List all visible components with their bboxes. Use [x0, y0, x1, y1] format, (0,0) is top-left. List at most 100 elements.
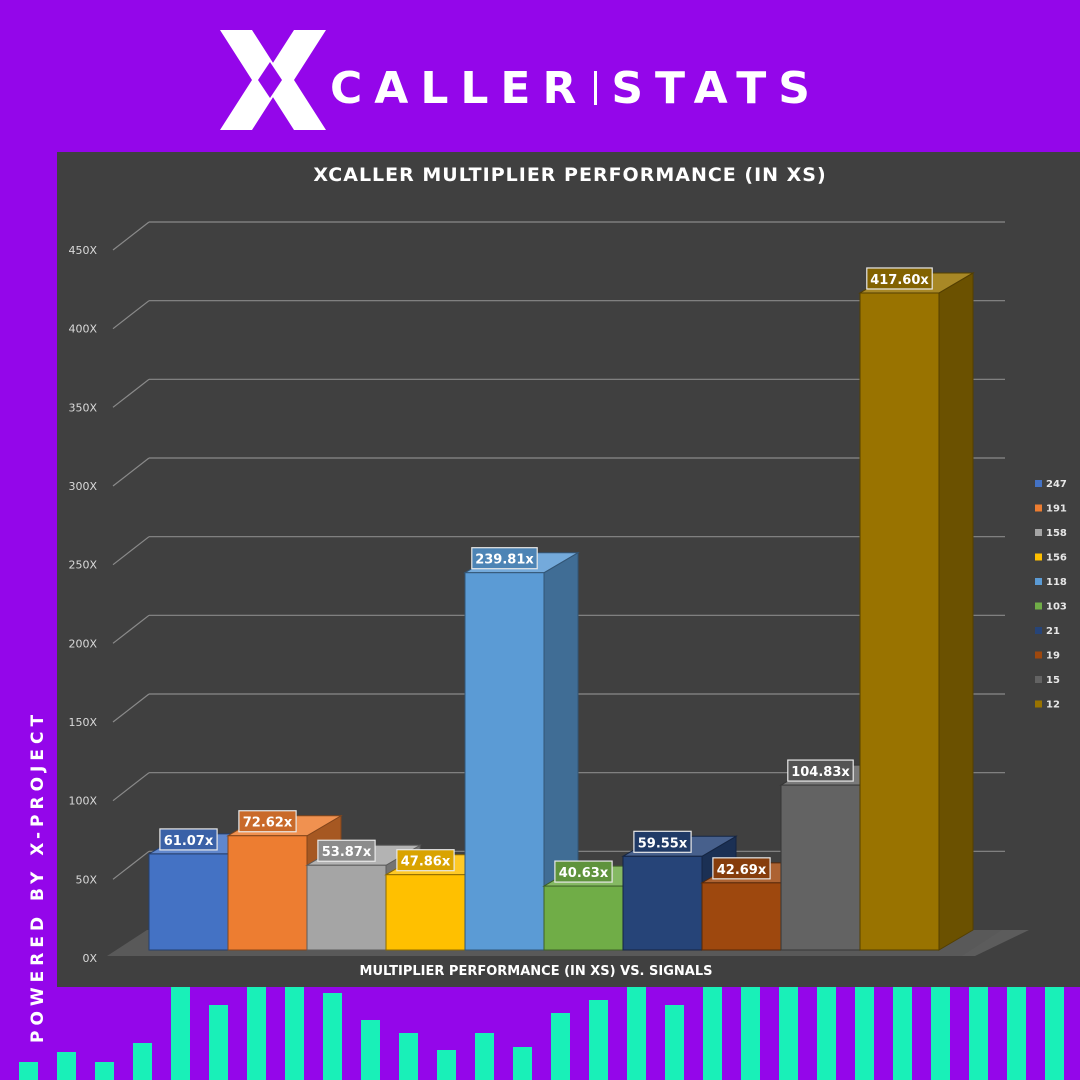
bar-118	[464, 572, 545, 951]
data-label-box-19	[712, 857, 771, 880]
decor-bar	[589, 1000, 608, 1080]
legend-label-156: 156	[1046, 553, 1067, 564]
legend-label-158: 158	[1046, 528, 1067, 539]
decor-bar	[969, 987, 988, 1080]
legend-swatch-21	[1035, 627, 1042, 634]
data-label-15: 104.83x	[791, 765, 850, 780]
bar-12	[859, 292, 940, 951]
data-label-box-15	[787, 759, 854, 782]
decor-bar	[399, 1033, 418, 1080]
legend-label-19: 19	[1046, 651, 1060, 662]
decor-bar	[665, 1005, 684, 1080]
x-logo-icon	[220, 30, 326, 130]
decor-bar	[57, 1052, 76, 1080]
data-label-box-158	[317, 839, 376, 862]
brand-name-left: CALLER	[330, 62, 589, 114]
bar-191	[227, 835, 308, 951]
y-tick-label: 0X	[82, 952, 97, 965]
decor-bar	[323, 993, 342, 1080]
bar-19	[701, 882, 782, 951]
y-tick-label: 450X	[68, 244, 97, 257]
gridline-diagonal	[112, 772, 150, 802]
bar-158	[306, 864, 387, 951]
brand-divider	[594, 71, 598, 105]
decor-bar	[931, 987, 950, 1080]
data-label-156: 47.86x	[401, 855, 451, 870]
legend-swatch-156	[1035, 553, 1042, 561]
decor-bar	[627, 987, 646, 1080]
data-label-19: 42.69x	[717, 863, 767, 878]
y-tick-label: 50X	[75, 873, 97, 886]
data-label-box-12	[866, 267, 933, 290]
y-tick-label: 200X	[68, 637, 97, 650]
decor-bar	[741, 987, 760, 1080]
y-tick-label: 150X	[68, 716, 97, 729]
legend-swatch-12	[1035, 700, 1042, 708]
gridline-diagonal	[112, 850, 150, 880]
decor-bar	[133, 1043, 152, 1080]
data-label-118: 239.81x	[475, 553, 534, 568]
decor-bar	[855, 987, 874, 1080]
bar-156	[385, 874, 466, 951]
bar-side-12	[938, 272, 974, 951]
chart-panel: XCALLER MULTIPLIER PERFORMANCE (IN XS) 0X…	[57, 152, 1080, 987]
decor-bar	[361, 1020, 380, 1080]
data-label-158: 53.87x	[322, 845, 372, 860]
y-tick-label: 400X	[68, 323, 97, 336]
decor-bar	[209, 1005, 228, 1080]
decor-bar	[779, 987, 798, 1080]
legend-swatch-191	[1035, 504, 1042, 512]
legend-label-118: 118	[1046, 577, 1067, 588]
gridline-diagonal	[112, 300, 150, 330]
decor-bar	[1045, 987, 1064, 1080]
decor-bars	[0, 987, 1080, 1080]
bar-103	[543, 885, 624, 951]
brand-wordmark: CALLER STATS	[330, 58, 822, 118]
data-label-box-191	[238, 810, 297, 833]
gridline-diagonal	[112, 221, 150, 251]
gridline-diagonal	[112, 378, 150, 408]
data-label-box-247	[159, 828, 218, 851]
legend-label-21: 21	[1046, 626, 1060, 637]
y-tick-label: 250X	[68, 559, 97, 572]
legend-swatch-15	[1035, 676, 1042, 683]
data-label-box-21	[633, 830, 692, 853]
chart-title: XCALLER MULTIPLIER PERFORMANCE (IN XS)	[313, 164, 826, 186]
bar-chart: XCALLER MULTIPLIER PERFORMANCE (IN XS) 0X…	[68, 164, 1067, 979]
y-tick-label: 100X	[68, 795, 97, 808]
legend-swatch-118	[1035, 578, 1042, 585]
brand-name-right: STATS	[611, 62, 822, 114]
gridline-diagonal	[112, 614, 150, 644]
y-tick-label: 350X	[68, 401, 97, 414]
decor-bar	[703, 987, 722, 1080]
decor-bar	[171, 987, 190, 1080]
x-axis-label: MULTIPLIER PERFORMANCE (IN XS) VS. SIGNA…	[360, 964, 713, 979]
legend-swatch-19	[1035, 651, 1042, 659]
data-label-191: 72.62x	[243, 816, 293, 831]
legend-label-12: 12	[1046, 700, 1060, 711]
legend-label-103: 103	[1046, 602, 1067, 613]
data-label-103: 40.63x	[559, 866, 609, 881]
data-label-247: 61.07x	[164, 834, 214, 849]
bar-15	[780, 784, 861, 951]
data-label-box-156	[396, 849, 455, 872]
header: CALLER STATS	[0, 0, 1080, 150]
y-tick-label: 300X	[68, 480, 97, 493]
decor-bar	[247, 987, 266, 1080]
decor-bar	[1007, 987, 1026, 1080]
decor-bar	[817, 987, 836, 1080]
decor-bar	[475, 1033, 494, 1080]
legend-swatch-103	[1035, 602, 1042, 610]
legend-swatch-247	[1035, 480, 1042, 487]
decor-bar	[513, 1047, 532, 1080]
legend-label-191: 191	[1046, 504, 1067, 515]
decor-bar	[893, 987, 912, 1080]
data-label-box-118	[471, 547, 538, 570]
bar-247	[148, 853, 229, 951]
decor-bar	[551, 1013, 570, 1080]
legend-swatch-158	[1035, 529, 1042, 536]
gridline-diagonal	[112, 457, 150, 487]
gridline-diagonal	[112, 693, 150, 723]
data-label-21: 59.55x	[638, 836, 688, 851]
bar-21	[622, 855, 703, 951]
